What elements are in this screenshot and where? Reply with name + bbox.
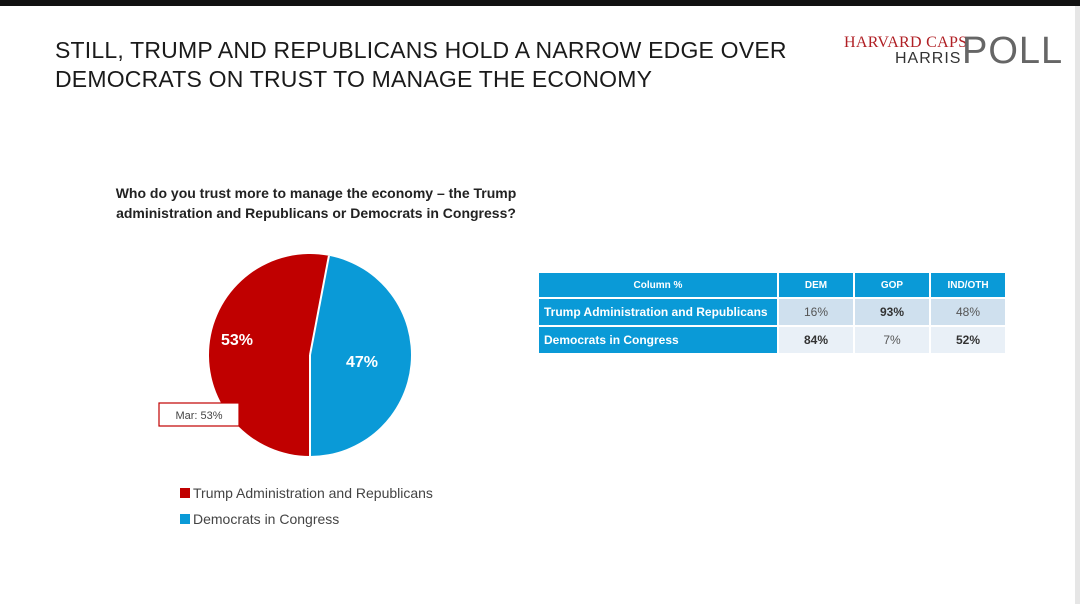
legend-item-democrats-congress: Democrats in Congress <box>180 506 433 532</box>
legend-label: Democrats in Congress <box>193 511 340 527</box>
cell-dem: 16% <box>779 297 855 325</box>
title-line-1: STILL, TRUMP AND REPUBLICANS HOLD A NARR… <box>55 37 787 63</box>
legend-swatch-red <box>180 488 190 498</box>
header-column-percent: Column % <box>539 273 779 297</box>
pie-slice-democrats-congress <box>310 255 412 456</box>
top-bar <box>0 0 1080 6</box>
slide-title: STILL, TRUMP AND REPUBLICANS HOLD A NARR… <box>55 36 815 94</box>
header-dem: DEM <box>779 273 855 297</box>
chart-legend: Trump Administration and Republicans Dem… <box>180 480 433 532</box>
cell-ind-oth: 48% <box>931 297 1007 325</box>
header-ind-oth: IND/OTH <box>931 273 1007 297</box>
chart-question: Who do you trust more to manage the econ… <box>115 185 517 221</box>
row-label: Trump Administration and Republicans <box>539 297 779 325</box>
table-header-row: Column % DEM GOP IND/OTH <box>539 273 1007 297</box>
legend-swatch-blue <box>180 514 190 524</box>
legend-label: Trump Administration and Republicans <box>193 485 433 501</box>
cell-ind-oth: 52% <box>931 325 1007 353</box>
pie-label-trump-republicans: 53% <box>221 332 253 349</box>
title-line-2: DEMOCRATS ON TRUST TO MANAGE THE ECONOMY <box>55 66 653 92</box>
cell-gop: 7% <box>855 325 931 353</box>
slice-divider <box>309 255 330 356</box>
row-label: Democrats in Congress <box>539 325 779 353</box>
annotation-text: Mar: 53% <box>175 410 222 422</box>
party-crosstab-table: Column % DEM GOP IND/OTH Trump Administr… <box>539 273 1007 353</box>
harvard-caps-harris-poll-logo: HARVARD CAPS HARRIS POLL <box>840 30 1064 76</box>
annotation-box <box>158 402 240 427</box>
logo-line-1: HARVARD CAPS <box>844 34 968 51</box>
cell-dem: 84% <box>779 325 855 353</box>
table-row: Trump Administration and Republicans 16%… <box>539 297 1007 325</box>
logo-line-2: HARRIS <box>895 50 962 67</box>
pie-label-democrats-congress: 47% <box>346 354 378 371</box>
header-gop: GOP <box>855 273 931 297</box>
legend-item-trump-republicans: Trump Administration and Republicans <box>180 480 433 506</box>
annotation-callout: Mar: 53% <box>158 402 240 427</box>
right-edge <box>1075 6 1080 604</box>
table-row: Democrats in Congress 84% 7% 52% <box>539 325 1007 353</box>
cell-gop: 93% <box>855 297 931 325</box>
logo-line-3: POLL <box>962 30 1064 72</box>
